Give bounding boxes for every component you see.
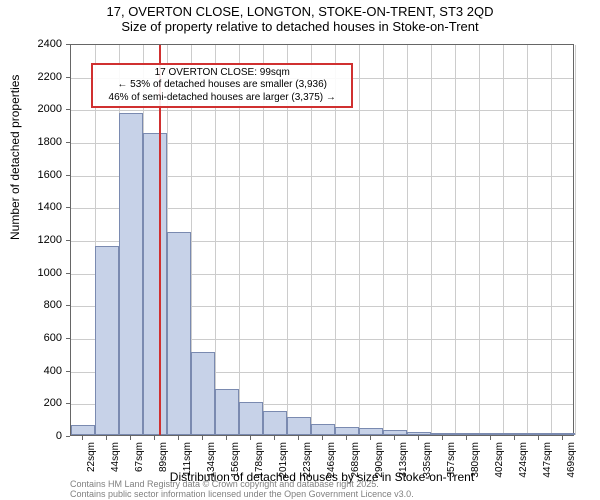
- y-tick-label: 800: [44, 299, 62, 311]
- histogram-plot-area: 17 OVERTON CLOSE: 99sqm ← 53% of detache…: [70, 44, 574, 436]
- histogram-bar: [215, 389, 239, 435]
- property-annotation-box: 17 OVERTON CLOSE: 99sqm ← 53% of detache…: [91, 63, 353, 109]
- y-axis: 0200400600800100012001400160018002000220…: [0, 44, 66, 436]
- x-tick-label: 44sqm: [110, 442, 121, 472]
- subtitle: Size of property relative to detached ho…: [0, 19, 600, 34]
- histogram-bar: [551, 433, 575, 435]
- y-tick-label: 2000: [38, 103, 62, 115]
- annotation-larger-pct: 46% of semi-detached houses are larger (…: [97, 92, 347, 105]
- y-tick-label: 1800: [38, 136, 62, 148]
- y-tick-label: 1000: [38, 267, 62, 279]
- histogram-bar: [263, 411, 287, 436]
- histogram-bar: [503, 433, 527, 435]
- y-tick-label: 1200: [38, 234, 62, 246]
- footer-line2: Contains public sector information licen…: [70, 490, 414, 500]
- y-tick-label: 1600: [38, 169, 62, 181]
- y-tick-label: 600: [44, 332, 62, 344]
- histogram-bar: [359, 428, 383, 435]
- histogram-bar: [143, 133, 167, 435]
- histogram-bar: [527, 433, 551, 435]
- histogram-bar: [311, 424, 335, 435]
- histogram-bar: [431, 433, 455, 435]
- histogram-bar: [95, 246, 119, 435]
- x-tick-label: 67sqm: [134, 442, 145, 472]
- histogram-bar: [167, 232, 191, 435]
- annotation-smaller-pct: ← 53% of detached houses are smaller (3,…: [97, 79, 347, 92]
- histogram-bar: [71, 425, 95, 435]
- histogram-bar: [455, 433, 479, 435]
- histogram-bar: [119, 113, 143, 435]
- x-tick-label: 89sqm: [158, 442, 169, 472]
- histogram-bar: [239, 402, 263, 435]
- y-tick-label: 0: [56, 430, 62, 442]
- histogram-bar: [407, 432, 431, 435]
- chart-title-block: 17, OVERTON CLOSE, LONGTON, STOKE-ON-TRE…: [0, 0, 600, 34]
- histogram-bar: [335, 427, 359, 435]
- y-tick-label: 200: [44, 397, 62, 409]
- histogram-bar: [383, 430, 407, 435]
- copyright-footer: Contains HM Land Registry data © Crown c…: [70, 480, 414, 500]
- annotation-property-size: 17 OVERTON CLOSE: 99sqm: [97, 67, 347, 80]
- x-tick-label: 22sqm: [86, 442, 97, 472]
- y-tick-label: 1400: [38, 201, 62, 213]
- address-title: 17, OVERTON CLOSE, LONGTON, STOKE-ON-TRE…: [0, 4, 600, 19]
- y-tick-label: 2400: [38, 38, 62, 50]
- histogram-bar: [479, 433, 503, 435]
- histogram-bar: [191, 352, 215, 435]
- y-tick-label: 400: [44, 365, 62, 377]
- y-tick-label: 2200: [38, 71, 62, 83]
- histogram-bar: [287, 417, 311, 435]
